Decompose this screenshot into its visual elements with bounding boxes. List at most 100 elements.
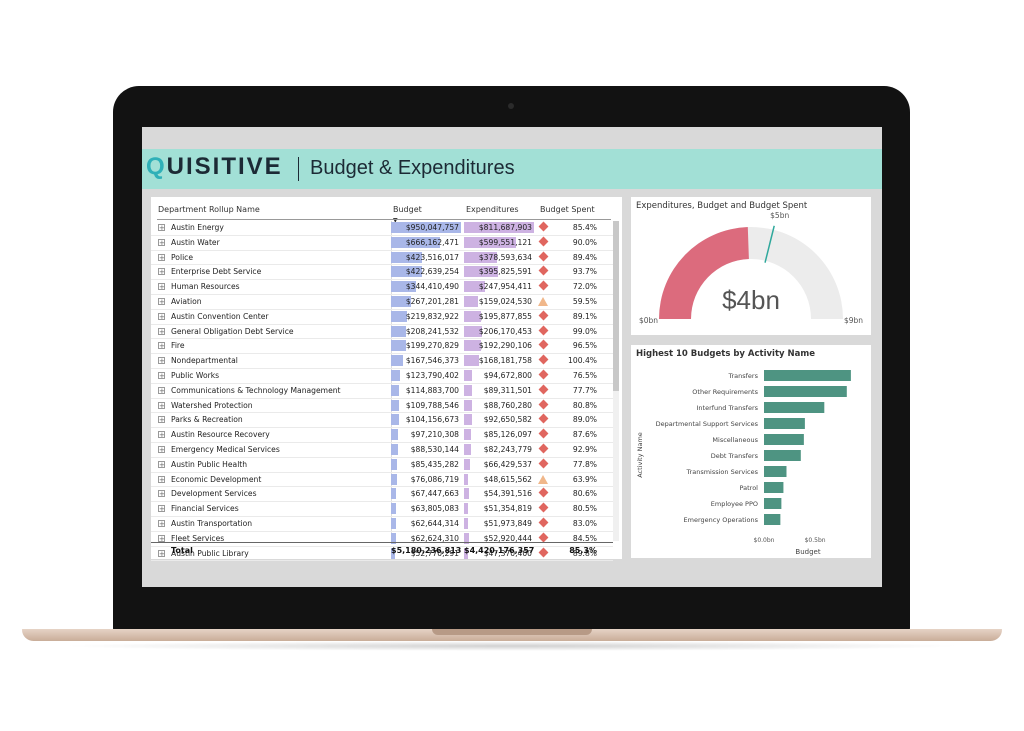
expand-icon[interactable]: + [158, 224, 165, 232]
table-row[interactable]: + Aviation $267,201,281 $159,024,530 59.5% [151, 295, 613, 310]
table-row[interactable]: + Communications & Technology Management $… [151, 384, 613, 399]
budget-spent-value: 63.9% [572, 474, 597, 484]
expand-icon[interactable]: + [158, 445, 165, 454]
table-row[interactable]: + Enterprise Debt Service $422,639,254 $395… [151, 265, 613, 281]
logo-text: UISITIVE [166, 153, 283, 180]
expand-icon[interactable]: + [158, 253, 165, 262]
table-row[interactable]: + Fire $199,270,829 $192,290,106 96.5% [151, 339, 613, 355]
department-name: Austin Public Health [171, 459, 248, 469]
table-row[interactable]: + Nondepartmental $167,546,373 $168,181,758… [151, 354, 613, 369]
category-label: Other Requirements [692, 388, 758, 396]
expand-icon[interactable]: + [158, 238, 165, 247]
expand-icon[interactable]: + [158, 283, 165, 292]
col-header-department[interactable]: Department Rollup Name [158, 205, 260, 214]
table-row[interactable]: + Austin Transportation $62,644,314 $51,973… [151, 517, 613, 532]
table-row[interactable]: + Austin Water $666,162,471 $599,551,121 90.… [151, 236, 613, 251]
expand-icon[interactable]: + [158, 475, 165, 484]
department-name: Financial Services [171, 504, 239, 514]
bar[interactable] [764, 434, 804, 445]
bar[interactable] [764, 482, 784, 493]
table-row[interactable]: + Financial Services $63,805,083 $51,354,81… [151, 502, 613, 517]
expand-icon[interactable]: + [158, 268, 165, 277]
expand-icon[interactable]: + [158, 327, 165, 336]
x-tick-label: $0.0bn [754, 537, 775, 544]
col-header-expenditures[interactable]: Expenditures [466, 205, 519, 214]
expenditures-value: $51,354,819 [483, 504, 532, 514]
budget-spent-value: 85.4% [572, 223, 597, 232]
bar[interactable] [764, 386, 847, 397]
col-header-budget-spent[interactable]: Budget Spent [540, 205, 595, 214]
bar[interactable] [764, 498, 782, 509]
gauge-min-label: $0bn [639, 316, 658, 325]
category-label: Emergency Operations [684, 516, 759, 524]
col-header-budget[interactable]: Budget [393, 205, 422, 214]
budget-spent-value: 89.1% [572, 311, 597, 321]
expenditures-cell: $247,954,411 [464, 280, 534, 293]
bar[interactable] [764, 402, 825, 413]
table-row[interactable]: + Public Works $123,790,402 $94,672,800 76.5… [151, 369, 613, 384]
table-row[interactable]: + Fleet Services $62,624,310 $52,920,444 84.… [151, 532, 613, 547]
expand-icon[interactable]: + [158, 371, 165, 380]
expenditures-databar [464, 236, 516, 248]
budget-value: $114,883,700 [405, 385, 459, 395]
gauge-panel[interactable]: Expenditures, Budget and Budget Spent $4… [631, 197, 871, 335]
table-row[interactable]: + Austin Public Health $85,435,282 $66,429,… [151, 458, 613, 473]
top-budgets-panel[interactable]: Highest 10 Budgets by Activity Name Tran… [631, 345, 871, 558]
bar[interactable] [764, 450, 801, 461]
bar[interactable] [764, 466, 787, 477]
screen: QUISITIVE Budget & Expenditures Departme… [142, 127, 882, 587]
budget-value: $76,086,719 [410, 474, 459, 484]
table-row[interactable]: + Human Resources $344,410,490 $247,954,411… [151, 280, 613, 295]
bar[interactable] [764, 418, 805, 429]
expand-icon[interactable]: + [158, 342, 165, 351]
scrollbar-thumb[interactable] [613, 221, 619, 391]
budget-spent-value: 80.5% [572, 504, 597, 514]
department-name: Economic Development [171, 474, 262, 484]
budget-cell: $208,241,532 [391, 325, 461, 338]
table-row[interactable]: + Economic Development $76,086,719 $48,615,… [151, 473, 613, 488]
expenditures-value: $82,243,779 [483, 444, 532, 454]
expand-icon[interactable]: + [158, 534, 165, 543]
expand-icon[interactable]: + [158, 416, 165, 425]
table-row[interactable]: + Parks & Recreation $104,156,673 $92,650,5… [151, 413, 613, 429]
x-axis-label: Budget [795, 548, 820, 556]
sort-desc-icon[interactable]: ▼ [393, 217, 398, 224]
table-row[interactable]: + Austin Public Library $52,770,291 $47,370… [151, 547, 613, 562]
expand-icon[interactable]: + [158, 505, 165, 514]
expenditures-cell: $378,593,634 [464, 251, 534, 264]
expand-icon[interactable]: + [158, 312, 165, 321]
expand-icon[interactable]: + [158, 519, 165, 528]
budget-value: $344,410,490 [405, 282, 459, 292]
budget-value: $62,644,314 [410, 518, 459, 528]
alert-diamond-icon [538, 458, 549, 469]
expand-icon[interactable]: + [158, 297, 165, 306]
budget-cell: $62,624,310 [391, 532, 461, 545]
budget-cell: $88,530,144 [391, 443, 461, 456]
budget-spent-value: 99.0% [572, 326, 597, 336]
expand-icon[interactable]: + [158, 401, 165, 410]
bar[interactable] [764, 514, 781, 525]
table-row[interactable]: + Development Services $67,447,663 $54,391,… [151, 487, 613, 503]
expand-icon[interactable]: + [158, 490, 165, 499]
y-axis-label: Activity Name [636, 432, 644, 478]
warning-triangle-icon [538, 474, 548, 484]
expand-icon[interactable]: + [158, 386, 165, 395]
expenditures-databar [464, 473, 468, 485]
bar[interactable] [764, 370, 851, 381]
expenditures-cell: $195,877,855 [464, 310, 534, 323]
expand-icon[interactable]: + [158, 431, 165, 440]
expenditures-cell: $94,672,800 [464, 369, 534, 382]
expenditures-databar [464, 266, 498, 278]
expenditures-cell: $85,126,097 [464, 428, 534, 441]
table-row[interactable]: + Police $423,516,017 $378,593,634 89.4% [151, 251, 613, 266]
table-row[interactable]: + General Obligation Debt Service $208,241… [151, 325, 613, 340]
expand-icon[interactable]: + [158, 357, 165, 366]
expand-icon[interactable]: + [158, 460, 165, 469]
expand-icon[interactable]: + [158, 549, 165, 558]
table-row[interactable]: + Watershed Protection $109,788,546 $88,760… [151, 399, 613, 414]
table-row[interactable]: + Austin Resource Recovery $97,210,308 $85,… [151, 428, 613, 443]
table-row[interactable]: + Austin Energy $950,047,757 $811,687,903 85… [151, 221, 613, 236]
budget-databar [391, 266, 422, 278]
table-row[interactable]: + Emergency Medical Services $88,530,144 $8… [151, 443, 613, 458]
table-row[interactable]: + Austin Convention Center $219,832,922 $19… [151, 310, 613, 325]
